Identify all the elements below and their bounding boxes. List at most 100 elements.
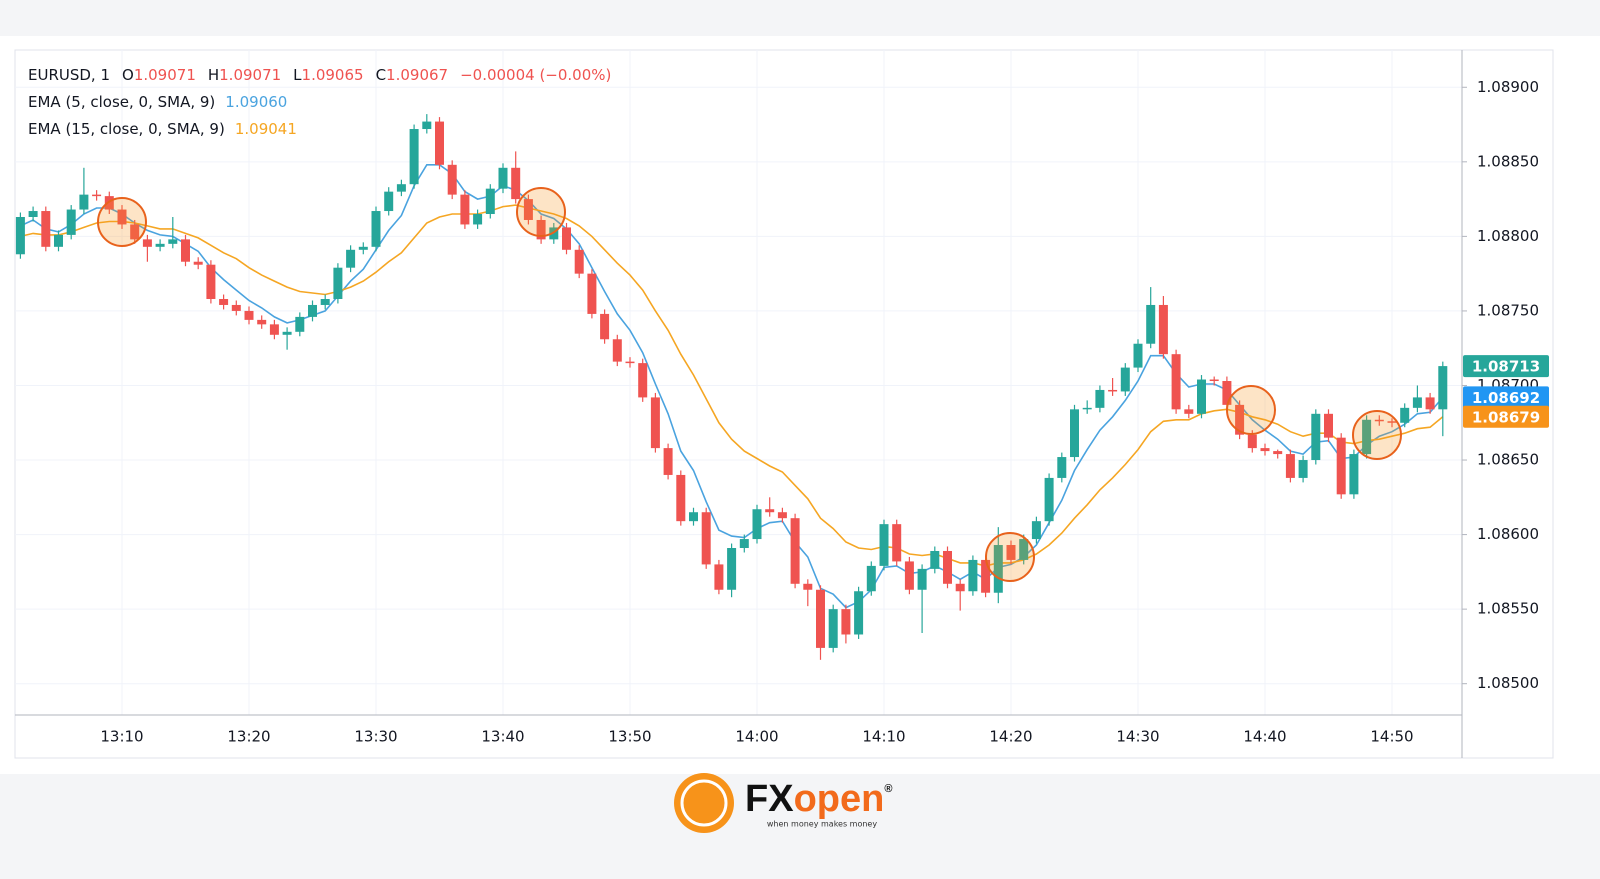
highlight-circle [516, 187, 566, 237]
candle-body [1133, 343, 1143, 368]
symbol: EURUSD, 1 [28, 66, 110, 84]
candle-body [1324, 413, 1333, 438]
price-badge [1463, 355, 1549, 378]
candle-body [15, 216, 25, 255]
candle-body [1362, 419, 1372, 455]
candle-body [625, 361, 635, 364]
x-tick-label: 14:10 [862, 728, 905, 746]
y-tick-label: 1.08850 [1477, 152, 1539, 170]
change: −0.00004 (−0.00%) [460, 66, 611, 84]
x-tick-label: 13:30 [354, 728, 397, 746]
candle-body [79, 194, 89, 210]
price-badge-label: 1.08713 [1472, 358, 1540, 376]
candle-body [739, 539, 749, 549]
x-tick-label: 13:10 [100, 728, 143, 746]
candle-body [1387, 421, 1397, 423]
grid [15, 50, 1462, 715]
legend-name: EMA (15, close, 0, SMA, 9) [28, 120, 225, 138]
x-tick-label: 14:00 [735, 728, 778, 746]
logo-ring [680, 779, 728, 827]
candle-body [854, 591, 864, 635]
candle-body [219, 299, 229, 305]
candle-body [1031, 521, 1041, 540]
candle-body [892, 524, 902, 562]
candle-body [1184, 409, 1194, 414]
candle-body [828, 609, 838, 648]
legend-name: EMA (5, close, 0, SMA, 9) [28, 93, 215, 111]
x-tick-label: 13:50 [608, 728, 651, 746]
candle-body [1171, 354, 1181, 410]
y-tick-label: 1.08800 [1477, 227, 1539, 245]
crossover-highlights [97, 187, 1402, 582]
candle-body [1400, 407, 1410, 423]
candle-body [257, 319, 267, 325]
candle-body [587, 273, 597, 314]
candle-body [1374, 419, 1384, 422]
candle-body [790, 518, 800, 584]
candle-body [447, 164, 457, 195]
highlight-circle [97, 197, 147, 247]
candle-body [879, 524, 889, 566]
y-tick-label: 1.08600 [1477, 525, 1539, 543]
chart-frame [14, 49, 1554, 759]
c-label: C [376, 66, 386, 84]
candle-body [117, 209, 127, 225]
candle-body [701, 512, 711, 565]
x-tick-label: 13:20 [227, 728, 270, 746]
candle-body [612, 339, 622, 362]
price-badge [1463, 386, 1549, 409]
candle-body [104, 196, 114, 210]
candle-body [358, 246, 368, 250]
legend-value: 1.09060 [225, 93, 287, 111]
price-badge-label: 1.08679 [1472, 408, 1540, 426]
candle-body [282, 331, 292, 335]
candle-body [1070, 409, 1079, 458]
candle-body [269, 324, 279, 335]
candle-body [816, 589, 825, 648]
symbol-legend: EURUSD, 1 O1.09071 H1.09071 L1.09065 C1.0906… [28, 66, 611, 84]
y-tick-label: 1.08750 [1477, 301, 1539, 319]
y-tick-label: 1.08650 [1477, 451, 1539, 469]
candle-body [193, 261, 203, 265]
brand-a: FX [745, 778, 794, 820]
brand-mark: ® [884, 783, 892, 795]
highlight-circle [1226, 385, 1276, 435]
candle-body [1311, 413, 1321, 461]
candle-body [206, 264, 216, 300]
candle-body [955, 583, 965, 592]
candle-body [1146, 304, 1156, 344]
candle-body [1006, 545, 1016, 560]
candle-body [244, 310, 254, 320]
candle-body [130, 224, 140, 240]
candle-body [981, 559, 991, 593]
l-value: 1.09065 [302, 66, 364, 84]
price-badge [1463, 405, 1549, 428]
l-label: L [293, 66, 302, 84]
y-tick-label: 1.08550 [1477, 600, 1539, 618]
legend-value: 1.09041 [235, 120, 297, 138]
y-tick-label: 1.08900 [1477, 78, 1539, 96]
o-value: 1.09071 [134, 66, 196, 84]
brand-b: open [794, 778, 885, 820]
candle-body [1095, 389, 1105, 408]
x-tick-label: 14:30 [1116, 728, 1159, 746]
candle-body [422, 121, 432, 130]
candle-body [574, 249, 584, 274]
candle-body [92, 194, 102, 197]
candle-body [1438, 366, 1448, 410]
candle-body [1285, 454, 1295, 478]
candle-body [28, 211, 38, 217]
candle-body [54, 234, 63, 247]
x-tick-label: 14:20 [989, 728, 1032, 746]
candle-body [142, 239, 152, 247]
candle-body [1349, 454, 1359, 495]
candle-body [1260, 448, 1270, 452]
highlight-circle [985, 532, 1035, 582]
footer-logo: FXopen® when money makes money [674, 773, 892, 833]
candle-body [1298, 460, 1308, 478]
candle-body [777, 512, 787, 519]
candle-body [650, 397, 660, 449]
candle-body [371, 211, 381, 247]
o-label: O [122, 66, 134, 84]
